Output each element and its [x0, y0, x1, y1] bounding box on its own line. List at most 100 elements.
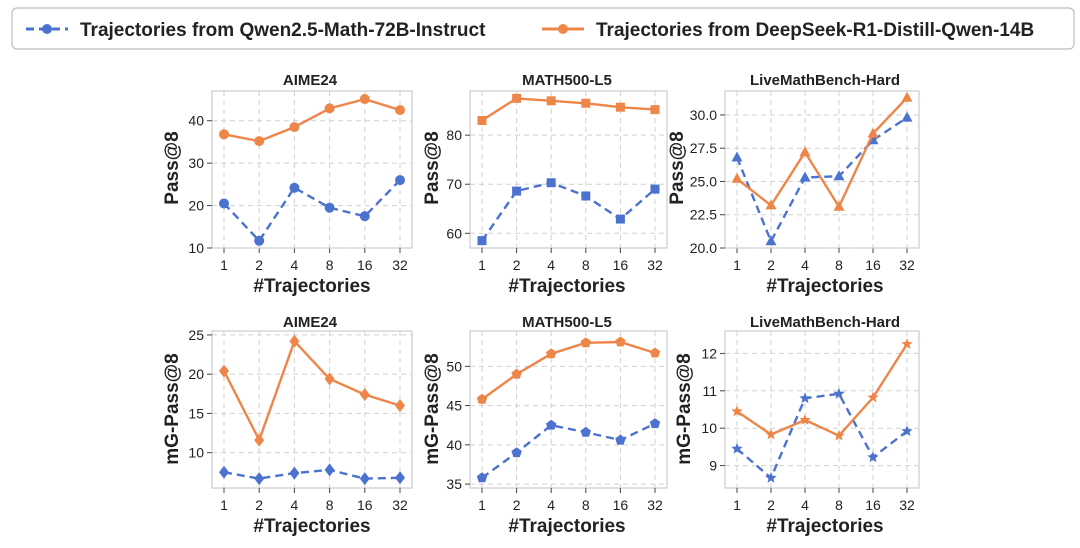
x-tick-label: 16: [357, 257, 373, 273]
y-tick-label: 10: [188, 445, 204, 461]
data-point-deepseek: [765, 428, 777, 440]
data-point-deepseek: [867, 391, 879, 403]
series-line-qwen: [736, 392, 908, 480]
x-tick-label: 4: [291, 497, 299, 513]
data-point-qwen: [289, 466, 300, 480]
y-axis-label: Pass@8: [422, 131, 443, 204]
series-line-qwen: [735, 116, 908, 243]
y-axis-label: Pass@8: [162, 131, 183, 204]
y-tick-label: 27.5: [690, 140, 717, 156]
data-point-deepseek: [901, 91, 913, 102]
x-tick-label: 4: [547, 497, 555, 513]
data-point-qwen: [765, 235, 777, 246]
x-tick-label: 32: [392, 497, 408, 513]
legend-label-series-b: Trajectories from DeepSeek-R1-Distill-Qw…: [596, 20, 1034, 41]
data-point-qwen: [731, 151, 743, 162]
data-point-deepseek: [254, 433, 265, 447]
legend-marker-series-a: [42, 24, 52, 34]
x-axis-label: #Trajectories: [253, 516, 370, 537]
series-line-deepseek: [222, 340, 401, 442]
data-point-deepseek: [799, 146, 811, 157]
legend-label-series-a: Trajectories from Qwen2.5-Math-72B-Instr…: [80, 20, 486, 41]
x-tick-label: 16: [865, 257, 881, 273]
y-tick-label: 20: [188, 366, 204, 382]
data-point-deepseek: [546, 348, 557, 359]
x-tick-label: 1: [478, 257, 486, 273]
panel-title: AIME24: [283, 314, 338, 331]
y-tick-label: 45: [446, 398, 462, 414]
data-point-qwen: [476, 472, 488, 483]
legend-marker-series-b: [558, 24, 568, 34]
plot-area: [724, 90, 920, 249]
series-line-qwen: [481, 422, 656, 479]
x-tick-label: 8: [326, 497, 334, 513]
x-tick-label: 32: [647, 497, 663, 513]
plot-area: [211, 330, 413, 489]
data-point-deepseek: [765, 199, 777, 210]
y-axis-label: Pass@8: [667, 131, 688, 204]
data-point-qwen: [219, 198, 229, 209]
series-line-deepseek: [736, 96, 908, 209]
legend: Trajectories from Qwen2.5-Math-72B-Instr…: [11, 7, 1075, 50]
x-tick-label: 4: [547, 257, 555, 273]
y-tick-label: 30: [188, 155, 204, 171]
y-tick-label: 50: [446, 358, 462, 374]
data-point-deepseek: [833, 429, 845, 441]
plot-area: [211, 90, 413, 249]
x-tick-label: 8: [582, 257, 590, 273]
x-axis-label: #Trajectories: [766, 276, 883, 297]
x-axis-label: #Trajectories: [253, 276, 370, 297]
data-point-deepseek: [324, 372, 335, 386]
panel-title: MATH500-L5: [522, 72, 612, 89]
data-point-qwen: [833, 170, 845, 181]
x-tick-label: 4: [291, 257, 299, 273]
x-tick-label: 4: [801, 497, 809, 513]
data-point-qwen: [650, 184, 660, 194]
data-point-deepseek: [289, 122, 300, 133]
x-tick-label: 1: [220, 497, 228, 513]
panel-title: AIME24: [283, 72, 338, 89]
plot-area: [724, 330, 920, 489]
x-tick-label: 2: [513, 497, 521, 513]
x-tick-label: 2: [513, 257, 521, 273]
x-tick-label: 8: [835, 257, 843, 273]
y-tick-label: 20.0: [690, 240, 717, 256]
panel-aime24-mg-pass8: AIME24 #Trajectories mG-Pass@8 1 2 4 8 16 32 1…: [162, 314, 413, 537]
x-tick-label: 2: [255, 497, 263, 513]
data-point-qwen: [395, 175, 405, 186]
data-point-qwen: [254, 235, 265, 246]
data-point-qwen: [546, 178, 556, 188]
y-tick-label: 70: [446, 176, 462, 192]
series-line-qwen: [223, 179, 401, 243]
plot-area: [469, 90, 668, 249]
series-line-qwen: [481, 181, 656, 242]
data-point-deepseek: [615, 336, 626, 347]
x-axis-label: #Trajectories: [766, 516, 883, 537]
data-point-qwen: [581, 191, 591, 201]
x-tick-label: 32: [392, 257, 408, 273]
x-tick-label: 2: [255, 257, 263, 273]
data-point-deepseek: [580, 337, 591, 348]
data-point-qwen: [477, 236, 487, 246]
x-tick-label: 1: [733, 257, 741, 273]
x-tick-label: 16: [613, 497, 629, 513]
data-point-qwen: [359, 211, 370, 222]
x-tick-label: 4: [801, 257, 809, 273]
panel-aime24-pass8: AIME24 #Trajectories Pass@8 1 2 4 8 16 32 10 20…: [162, 72, 413, 297]
data-point-deepseek: [219, 129, 229, 140]
data-point-qwen: [512, 186, 522, 196]
y-axis-label: mG-Pass@8: [162, 353, 183, 464]
data-point-qwen: [731, 442, 743, 454]
data-point-deepseek: [615, 102, 625, 112]
data-point-deepseek: [649, 347, 661, 358]
series-line-deepseek: [223, 97, 401, 143]
y-axis-label: mG-Pass@8: [422, 353, 443, 464]
data-point-deepseek: [511, 368, 522, 379]
data-point-deepseek: [395, 105, 405, 116]
panel-livemathbench-hard-pass8: LiveMathBench-Hard #Trajectories Pass@8 …: [667, 72, 920, 297]
y-tick-label: 10: [188, 240, 204, 256]
y-tick-label: 40: [446, 437, 462, 453]
data-point-deepseek: [867, 127, 879, 138]
x-axis-label: #Trajectories: [508, 516, 625, 537]
data-point-deepseek: [254, 136, 265, 147]
